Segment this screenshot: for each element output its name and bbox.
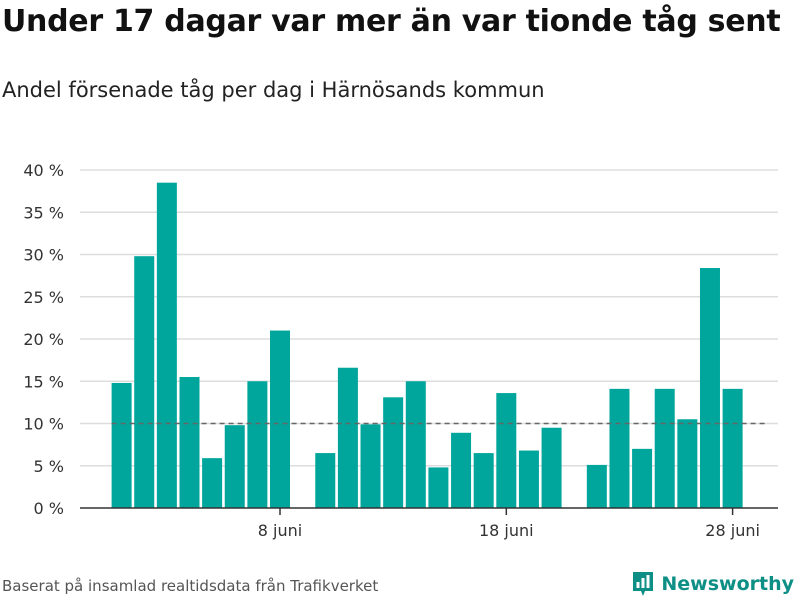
bar: 22: 5.1 — [586, 464, 607, 508]
y-tick-label: 25 % — [23, 288, 64, 307]
y-tick-label: 30 % — [23, 246, 64, 265]
y-axis-tick-labels: 0 % 5 % 10 % 15 % 20 % 25 % 30 % 35 % 40 % — [23, 161, 64, 518]
bar: 10: 6.5 — [315, 453, 336, 508]
brand-name: Newsworthy — [661, 573, 794, 595]
bar: 3: 38.5 — [156, 182, 177, 509]
source-note: Baserat på insamlad realtidsdata från Tr… — [2, 577, 379, 595]
bar: 16: 8.9 — [451, 432, 472, 508]
bar: 18: 13.6 — [496, 393, 517, 508]
bar: 28: 14.1 — [722, 388, 743, 508]
bar: 12: 9.9 — [360, 424, 381, 508]
bar: 26: 10.5 — [677, 419, 698, 508]
bar-chart-logo-icon — [633, 572, 654, 596]
bar: 20: 9.5 — [541, 427, 562, 508]
bar: 24: 7 — [632, 448, 653, 508]
y-tick-label: 0 % — [34, 499, 64, 518]
y-tick-label: 35 % — [23, 203, 64, 222]
x-axis: 8 juni 18 juni 28 juni — [80, 507, 778, 540]
y-tick-label: 5 % — [34, 457, 64, 476]
bar: 8: 21 — [270, 330, 291, 508]
bar: 23: 14.1 — [609, 388, 630, 508]
y-tick-label: 15 % — [23, 372, 64, 391]
y-tick-label: 20 % — [23, 330, 64, 349]
bar: 14: 15 — [405, 381, 426, 508]
bar: 4: 15.5 — [179, 377, 200, 508]
bar: 5: 5.9 — [202, 458, 223, 508]
bar: 25: 14.1 — [654, 388, 675, 508]
x-tick-label: 18 juni — [479, 521, 534, 540]
x-tick-label: 8 juni — [258, 521, 302, 540]
bar: 2: 29.8 — [134, 256, 155, 508]
chart-title: Under 17 dagar var mer än var tionde tåg… — [2, 4, 781, 39]
bar: 7: 15 — [247, 381, 268, 508]
bar-chart: 0 % 5 % 10 % 15 % 20 % 25 % 30 % 35 % 40 % 1: 14… — [23, 161, 778, 540]
bar: 27: 28.4 — [699, 268, 720, 508]
bar: 17: 6.5 — [473, 453, 494, 508]
bar: 13: 13.1 — [383, 397, 404, 508]
brand-logo[interactable]: Newsworthy — [631, 568, 794, 600]
chart-subtitle: Andel försenade tåg per dag i Härnösands… — [2, 78, 545, 102]
bars: 1: 14.82: 29.83: 38.54: 15.55: 5.96: 9.8… — [111, 182, 743, 509]
y-tick-label: 40 % — [23, 161, 64, 180]
gridlines — [80, 169, 778, 467]
y-tick-label: 10 % — [23, 415, 64, 434]
bar: 11: 16.6 — [337, 367, 358, 508]
bar: 6: 9.8 — [224, 425, 245, 508]
bar: 1: 14.8 — [111, 382, 132, 508]
x-tick-label: 28 juni — [705, 521, 760, 540]
bar: 19: 6.8 — [518, 450, 539, 508]
bar: 15: 4.8 — [428, 467, 449, 508]
